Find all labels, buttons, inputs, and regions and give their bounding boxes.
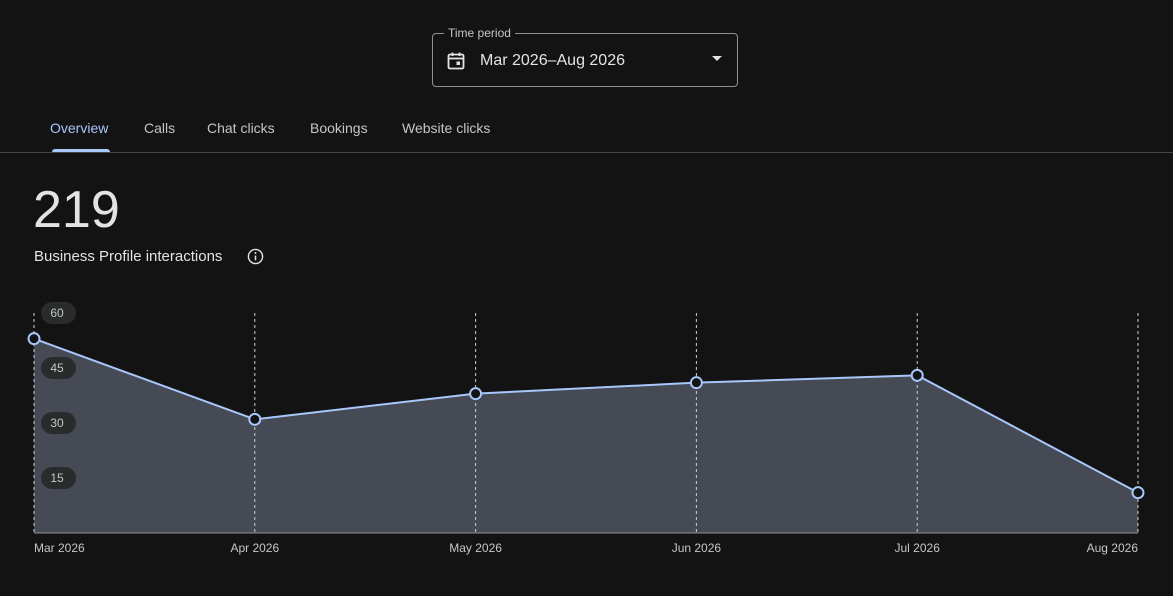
y-tick-pill xyxy=(41,357,76,379)
y-tick-label: 45 xyxy=(50,361,64,375)
info-icon[interactable] xyxy=(247,248,264,265)
data-point[interactable] xyxy=(1131,486,1145,500)
y-tick: 60 xyxy=(41,302,76,324)
y-tick: 30 xyxy=(41,412,76,434)
x-tick-label: Apr 2026 xyxy=(230,541,279,555)
dropdown-arrow-icon xyxy=(712,56,722,61)
y-tick: 15 xyxy=(41,467,76,489)
data-point[interactable] xyxy=(689,376,703,390)
data-point[interactable] xyxy=(910,368,924,382)
data-point[interactable] xyxy=(27,332,41,346)
metric-value: 219 xyxy=(33,181,120,239)
x-tick-label: May 2026 xyxy=(449,541,502,555)
chart-area xyxy=(34,338,1138,533)
active-tab-indicator xyxy=(52,149,110,152)
calendar-icon xyxy=(447,52,465,70)
tab-overview[interactable]: Overview xyxy=(50,120,109,136)
y-tick-pill xyxy=(41,302,76,324)
time-period-label: Time period xyxy=(444,26,515,40)
metric-label: Business Profile interactions xyxy=(34,248,223,265)
tab-website-clicks[interactable]: Website clicks xyxy=(402,120,491,136)
x-tick-label: Jul 2026 xyxy=(895,541,941,555)
tab-bar: Overview Calls Chat clicks Bookings Webs… xyxy=(0,104,1173,153)
x-tick-label: Jun 2026 xyxy=(672,541,722,555)
tab-calls[interactable]: Calls xyxy=(144,120,176,136)
y-tick: 45 xyxy=(41,357,76,379)
x-tick-label: Mar 2026 xyxy=(34,541,85,555)
y-tick-pill xyxy=(41,467,76,489)
tab-bookings[interactable]: Bookings xyxy=(310,120,368,136)
y-tick-label: 15 xyxy=(50,471,64,485)
y-tick-label: 60 xyxy=(50,306,64,320)
data-point[interactable] xyxy=(248,412,262,426)
series-line xyxy=(33,337,1139,494)
data-point[interactable] xyxy=(469,387,483,401)
y-tick-label: 30 xyxy=(50,416,64,430)
y-tick-pill xyxy=(41,412,76,434)
x-tick-label: Aug 2026 xyxy=(1087,541,1139,555)
time-period-value: Mar 2026–Aug 2026 xyxy=(480,52,625,69)
tab-chat-clicks[interactable]: Chat clicks xyxy=(207,120,275,136)
time-period-select[interactable]: Time period Mar 2026–Aug 2026 xyxy=(432,26,738,87)
